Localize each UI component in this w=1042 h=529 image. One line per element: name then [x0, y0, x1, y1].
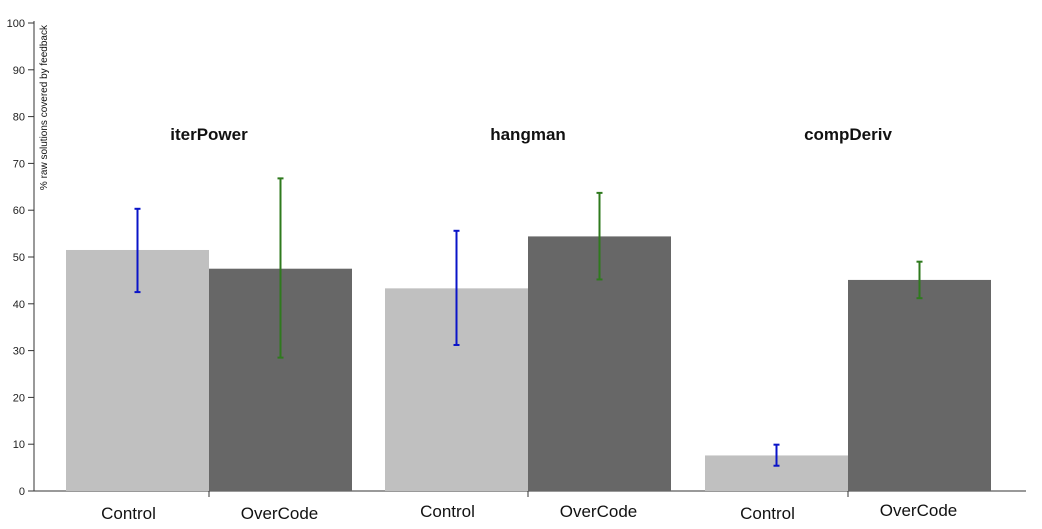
y-axis-label: % raw solutions covered by feedback: [39, 24, 50, 190]
y-tick-label: 100: [7, 18, 25, 30]
y-tick-label: 90: [13, 65, 25, 77]
y-tick-label: 20: [13, 392, 25, 404]
y-tick-label: 0: [19, 486, 25, 498]
category-label: OverCode: [880, 501, 957, 520]
bars: [66, 236, 991, 491]
y-tick-label: 80: [13, 112, 25, 124]
y-tick-label: 40: [13, 299, 25, 311]
category-label: Control: [420, 502, 475, 521]
y-tick-label: 60: [13, 205, 25, 217]
y-tick-label: 10: [13, 439, 25, 451]
category-label: OverCode: [560, 502, 637, 521]
group-title-compDeriv: compDeriv: [804, 125, 892, 144]
category-label: Control: [740, 504, 795, 523]
category-label: Control: [101, 504, 156, 523]
group-title-hangman: hangman: [490, 125, 566, 144]
group-title-iterPower: iterPower: [170, 125, 248, 144]
labels: Control OverCode iterPower Control OverCode h…: [101, 125, 957, 523]
error-bars: [134, 177, 923, 467]
y-tick-label: 50: [13, 252, 25, 264]
bar-compDeriv-OverCode: [848, 279, 991, 491]
category-label: OverCode: [241, 504, 318, 523]
y-tick-label: 30: [13, 346, 25, 358]
y-tick-label: 70: [13, 158, 25, 170]
